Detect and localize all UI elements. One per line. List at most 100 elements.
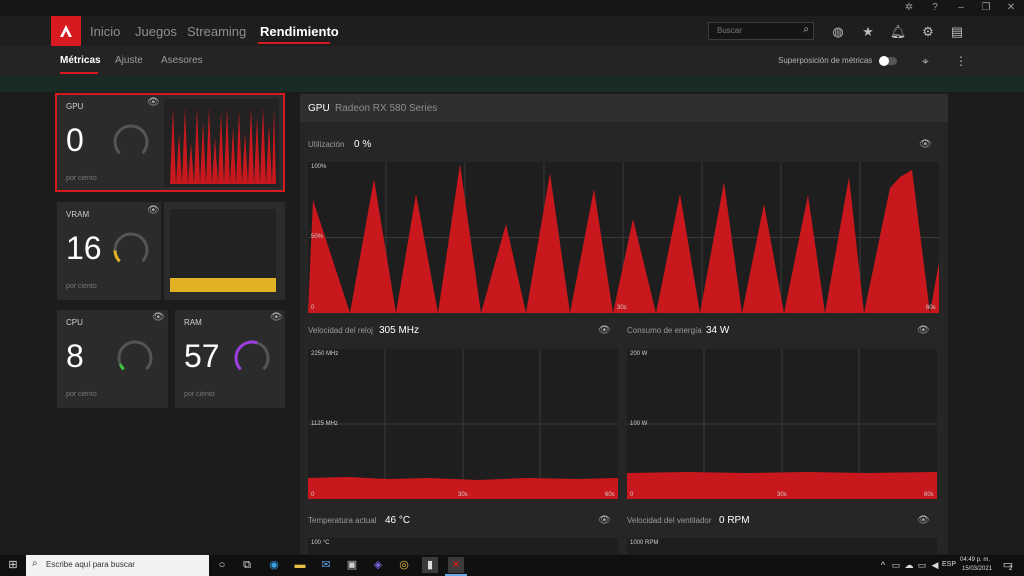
tray-app-icon[interactable]: ▭ — [891, 560, 901, 570]
util-ytop: 100% — [311, 164, 327, 170]
active-app-indicator — [445, 574, 467, 576]
gpu-sparkline — [170, 107, 276, 184]
power-value: 34 W — [706, 325, 730, 336]
onedrive-icon[interactable]: ☁ — [904, 560, 914, 570]
eye-icon[interactable]: 👁︎ — [147, 205, 160, 216]
power-chart — [627, 349, 937, 499]
store-icon[interactable]: ▣ — [346, 559, 358, 571]
util-x0: 0 — [311, 305, 315, 311]
close-icon[interactable]: ✕ — [1006, 2, 1016, 13]
amd-logo[interactable] — [51, 16, 81, 46]
taskbar-search-placeholder: Escribe aquí para buscar — [46, 560, 135, 569]
fan-value: 0 RPM — [719, 515, 750, 526]
gpu-tile-label: GPU — [66, 102, 84, 111]
panel-title: GPU — [308, 103, 330, 114]
search-input[interactable]: Buscar ⌕ — [708, 22, 814, 40]
bell-icon[interactable]: 🔔︎ — [889, 24, 907, 39]
eye-icon[interactable]: 👁︎ — [147, 97, 160, 108]
restore-icon[interactable]: ❐ — [981, 2, 991, 13]
vram-graph-fill — [170, 278, 276, 292]
tab-ajuste[interactable]: Ajuste — [115, 55, 143, 66]
fan-label: Velocidad del ventilador — [627, 516, 712, 525]
gear-icon[interactable]: ⚙ — [922, 24, 934, 39]
star-icon[interactable]: ★ — [862, 24, 874, 39]
nav-rendimiento[interactable]: Rendimiento — [260, 24, 339, 39]
account-card-icon[interactable]: ▤ — [950, 24, 964, 39]
minimize-icon[interactable]: – — [958, 2, 964, 13]
windows-start-icon[interactable]: ⊞ — [8, 559, 18, 571]
eye-icon[interactable]: 👁︎ — [598, 325, 611, 336]
eye-icon[interactable]: 👁︎ — [917, 325, 930, 336]
eye-icon[interactable]: 👁︎ — [919, 139, 932, 150]
temp-ytop: 100 °C — [311, 540, 330, 546]
nav-juegos[interactable]: Juegos — [135, 24, 177, 39]
eye-icon[interactable]: 👁︎ — [152, 312, 165, 323]
taskbar-search-input[interactable]: ⌕ Escribe aquí para buscar — [26, 555, 209, 576]
eye-icon[interactable]: 👁︎ — [917, 515, 930, 526]
teams-icon[interactable]: ◈ — [373, 559, 383, 571]
nav-streaming[interactable]: Streaming — [187, 24, 247, 39]
globe-icon[interactable]: ◍ — [832, 24, 844, 39]
clock-value: 305 MHz — [379, 325, 420, 336]
tab-asesores[interactable]: Asesores — [161, 55, 203, 66]
ram-tile-unit: por ciento — [184, 391, 215, 398]
cortana-icon[interactable]: ○ — [218, 559, 226, 571]
tab-metricas[interactable]: Métricas — [60, 55, 101, 66]
clock-label: Velocidad del reloj — [308, 326, 373, 335]
volume-icon[interactable]: ◀ — [931, 560, 939, 570]
temp-value: 46 °C — [385, 515, 411, 526]
vram-tile-label: VRAM — [66, 210, 90, 219]
language-indicator[interactable]: ESP — [942, 561, 957, 568]
task-view-icon[interactable]: ⧉ — [243, 559, 251, 571]
search-icon: ⌕ — [32, 558, 38, 569]
chevron-up-icon[interactable]: ^ — [880, 560, 886, 570]
nav-inicio[interactable]: Inicio — [90, 24, 121, 39]
power-xmid: 30s — [777, 492, 787, 498]
clock-xmid: 30s — [458, 492, 468, 498]
util-ymid: 50% — [311, 234, 324, 240]
panel-header — [300, 94, 948, 122]
power-ytop: 200 W — [630, 351, 648, 357]
crosshair-icon[interactable]: ⌖ — [922, 54, 929, 68]
notification-center-icon[interactable]: ▭ — [1002, 559, 1014, 571]
chrome-icon[interactable]: ◎ — [399, 559, 409, 571]
util-xmid: 30s — [617, 305, 627, 311]
overlay-toggle[interactable] — [879, 56, 897, 66]
tab-active-underline — [60, 72, 98, 74]
file-explorer-icon[interactable]: ▬ — [294, 559, 306, 571]
app-header — [0, 16, 1024, 46]
clock-date[interactable]: 15/03/2021 — [962, 566, 993, 572]
clock-chart — [308, 349, 618, 499]
cpu-tile-unit: por ciento — [66, 391, 97, 398]
more-options-icon[interactable]: ⋮ — [955, 54, 967, 68]
vram-tile-unit: por ciento — [66, 283, 97, 290]
clock-ytop: 2250 MHz — [311, 351, 339, 357]
cpu-tile-value: 8 — [66, 338, 84, 374]
ram-tile-label: RAM — [184, 318, 202, 327]
mail-icon[interactable]: ✉ — [321, 559, 331, 571]
bug-icon[interactable]: ✲ — [904, 2, 914, 13]
vram-tile[interactable] — [57, 202, 161, 300]
window-titlebar — [0, 0, 1024, 16]
clock-time[interactable]: 04:49 p. m. — [960, 557, 991, 563]
sub-header — [0, 46, 1024, 76]
epic-games-icon[interactable]: ▮ — [422, 557, 438, 573]
notification-count: 2 — [1009, 566, 1013, 572]
overlay-label: Superposición de métricas — [778, 56, 873, 65]
radeon-software-icon[interactable]: ✕ — [448, 557, 464, 573]
edge-icon[interactable]: ◉ — [269, 559, 279, 571]
amd-logo-icon — [60, 25, 72, 37]
cpu-gauge — [117, 340, 153, 376]
util-xend: 60s — [926, 305, 936, 311]
gpu-tile-unit: por ciento — [66, 175, 97, 182]
eye-icon[interactable]: 👁︎ — [270, 312, 283, 323]
power-xend: 60s — [924, 492, 934, 498]
util-chart — [308, 162, 939, 313]
network-icon[interactable]: ▭ — [917, 560, 927, 570]
vram-tile-value: 16 — [66, 230, 102, 266]
eye-icon[interactable]: 👁︎ — [598, 515, 611, 526]
clock-ymid: 1125 MHz — [311, 421, 338, 427]
help-icon[interactable]: ? — [932, 2, 938, 13]
fan-ytop: 1000 RPM — [630, 540, 659, 546]
gpu-tile-value: 0 — [66, 122, 84, 158]
